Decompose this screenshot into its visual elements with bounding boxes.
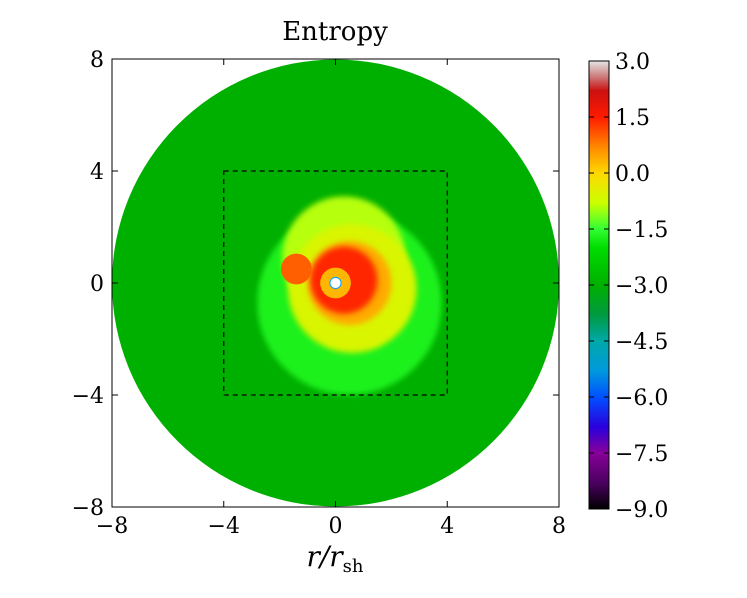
- colorbar-tick-label: 1.5: [615, 106, 650, 131]
- colorbar-tick-label: −9.0: [615, 498, 668, 523]
- plot-area: [112, 59, 559, 507]
- inner-boundary-hole: [329, 276, 342, 290]
- x-tick-label: 8: [552, 514, 566, 539]
- x-axis-label: r/rsh: [306, 540, 363, 577]
- x-axis-label-main: r/r: [306, 540, 344, 573]
- colorbar-tick-label: 0.0: [615, 162, 650, 187]
- colorbar-tick-label: 3.0: [615, 50, 650, 75]
- chart-title: Entropy: [282, 17, 388, 47]
- y-tick-label: −4: [72, 384, 104, 409]
- x-tick-label: −4: [208, 514, 240, 539]
- y-tick-label: 0: [90, 272, 104, 297]
- colorbar-tick-label: −6.0: [615, 386, 668, 411]
- x-axis-label-subscript: sh: [343, 556, 364, 577]
- x-tick-label: 0: [329, 514, 343, 539]
- feature-hot-blob-left: [281, 253, 312, 285]
- colorbar-tick-label: −4.5: [615, 330, 668, 355]
- zoom-region-dashed-box: [223, 170, 448, 396]
- colorbar-tick-label: −3.0: [615, 274, 668, 299]
- y-tick-label: −8: [72, 496, 104, 521]
- colorbar-tick-label: −7.5: [615, 442, 668, 467]
- entropy-features: [257, 196, 442, 395]
- x-tick-label: 4: [440, 514, 454, 539]
- y-tick-label: 4: [90, 160, 104, 185]
- y-tick-label: 8: [90, 48, 104, 73]
- colorbar-tick-label: −1.5: [615, 218, 668, 243]
- colorbar: 3.0 1.5 0.0 −1.5 −3.0 −4.5 −6.0 −7.5 −9.0: [588, 50, 668, 523]
- x-tick-label: −8: [96, 514, 128, 539]
- axis-ticks: −8 −4 0 4 8 −8 −4 0 4 8: [72, 48, 566, 539]
